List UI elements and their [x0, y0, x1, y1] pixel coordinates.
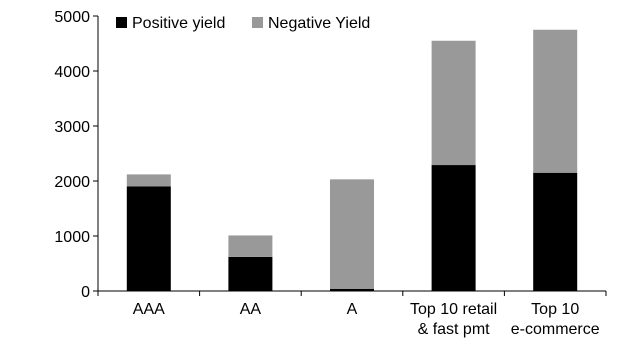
x-tick-label: Top 10 retail	[410, 301, 497, 318]
legend: Positive yield Negative Yield	[116, 15, 370, 32]
bar-negative-yield	[126, 174, 171, 187]
axes: 0 1000 2000 3000 4000 5000	[54, 9, 607, 301]
bar-positive-yield	[126, 186, 171, 291]
bar-positive-yield	[431, 165, 476, 291]
x-tick-label: AAA	[133, 301, 165, 318]
y-tick-label: 0	[81, 284, 90, 301]
bar-negative-yield	[533, 29, 578, 173]
y-tick-label: 4000	[54, 64, 90, 81]
x-tick-label: Top 10	[531, 301, 579, 318]
legend-label-positive-yield: Positive yield	[132, 15, 225, 32]
bars	[126, 29, 578, 291]
y-tick-label: 5000	[54, 9, 90, 26]
legend-swatch-negative-yield	[252, 17, 263, 28]
bar-negative-yield	[431, 40, 476, 166]
bar-negative-yield	[330, 179, 374, 289]
bar-positive-yield	[330, 288, 374, 291]
bar-negative-yield	[228, 235, 273, 257]
y-tick-label: 3000	[54, 119, 90, 136]
bar-positive-yield	[228, 256, 273, 291]
x-tick-label: e-commerce	[511, 321, 600, 338]
y-tick-label: 1000	[54, 229, 90, 246]
bar-positive-yield	[533, 172, 578, 291]
legend-swatch-positive-yield	[116, 17, 127, 28]
x-tick-label: AA	[240, 301, 262, 318]
x-tick-label: A	[347, 301, 358, 318]
x-tick-label: & fast pmt	[418, 321, 491, 338]
legend-label-negative-yield: Negative Yield	[268, 15, 370, 32]
y-tick-label: 2000	[54, 174, 90, 191]
